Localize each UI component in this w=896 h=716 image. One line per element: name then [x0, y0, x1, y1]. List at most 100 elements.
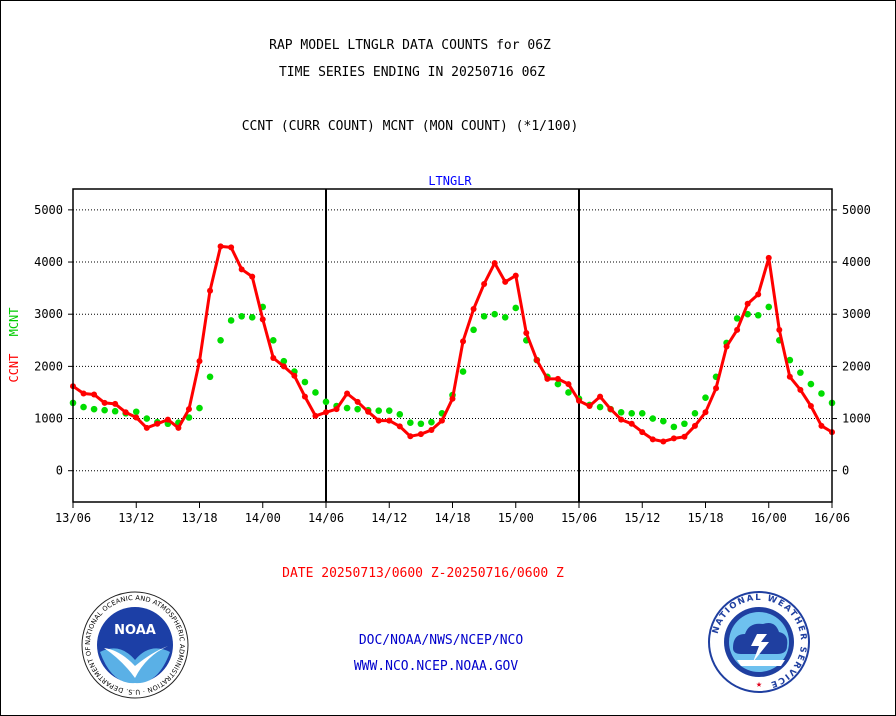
ccnt-point	[607, 406, 614, 413]
ccnt-point	[301, 393, 308, 400]
plot-border	[72, 188, 833, 503]
mcnt-point	[227, 317, 235, 324]
mcnt-point	[217, 336, 224, 344]
mcnt-point	[628, 410, 636, 417]
mcnt-point	[786, 356, 794, 364]
x-tick-label: 15/06	[561, 511, 597, 525]
ccnt-point	[786, 373, 793, 380]
ccnt-point	[797, 386, 804, 393]
ccnt-point	[365, 408, 372, 415]
ccnt-point	[80, 390, 87, 397]
ccnt-point	[765, 254, 772, 261]
series-layer	[69, 243, 836, 445]
x-tick-label: 15/00	[498, 511, 534, 525]
ccnt-point	[122, 409, 129, 416]
ccnt-point	[502, 278, 509, 285]
y-tick-label-right: 5000	[842, 203, 871, 217]
noaa-logo: NATIONAL OCEANIC AND ATMOSPHERIC ADMINIS…	[80, 590, 189, 699]
mcnt-point	[385, 407, 393, 415]
mcnt-point	[301, 378, 309, 386]
y-axis-label-group: CCNT MCNT	[7, 307, 21, 382]
y-tick-label-left: 1000	[34, 412, 63, 426]
ccnt-point	[417, 431, 424, 438]
ccnt-point	[649, 436, 656, 443]
mcnt-point	[269, 336, 277, 344]
mcnt-point	[196, 404, 203, 412]
ccnt-point	[481, 280, 488, 287]
mcnt-point	[312, 389, 319, 396]
mcnt-point	[512, 304, 520, 312]
ccnt-point	[628, 420, 635, 427]
mcnt-point	[238, 312, 245, 320]
mcnt-point	[101, 406, 108, 414]
x-tick-label: 16/00	[751, 511, 787, 525]
grid-layer	[73, 189, 832, 502]
x-tick-label: 14/06	[308, 511, 344, 525]
ccnt-point	[91, 391, 98, 398]
mcnt-point	[638, 410, 646, 417]
nws-logo: NATIONAL WEATHER SERVICE ★	[708, 591, 810, 693]
mcnt-point	[407, 419, 414, 427]
ccnt-point	[755, 291, 762, 298]
ccnt-point	[428, 427, 435, 434]
mcnt-point	[322, 398, 330, 406]
ccnt-point	[702, 409, 709, 416]
ccnt-point	[723, 343, 730, 350]
ccnt-point	[776, 326, 783, 333]
mcnt-point	[132, 408, 140, 416]
ccnt-point	[196, 358, 203, 365]
mcnt-point	[491, 310, 498, 318]
mcnt-point	[80, 403, 87, 411]
mcnt-point	[617, 408, 625, 416]
mcnt-point	[807, 380, 815, 388]
mcnt-point	[649, 415, 657, 422]
mcnt-point	[554, 380, 562, 388]
ccnt-point	[375, 417, 382, 424]
ccnt-point	[228, 244, 235, 251]
x-tick-label: 14/18	[434, 511, 470, 525]
ccnt-point	[280, 363, 287, 370]
mcnt-point	[670, 423, 678, 431]
y-tick-label-right: 1000	[842, 412, 871, 426]
ccnt-point	[291, 372, 298, 379]
mcnt-point	[90, 405, 98, 413]
x-tick-label: 14/00	[245, 511, 281, 525]
x-tick-label: 14/12	[371, 511, 407, 525]
mcnt-point	[744, 310, 751, 318]
ccnt-point	[438, 417, 445, 424]
mcnt-point	[111, 407, 119, 415]
ccnt-point	[333, 406, 340, 413]
mcnt-point	[143, 415, 151, 422]
ccnt-point	[101, 399, 108, 406]
y-tick-label-right: 2000	[842, 359, 871, 373]
y-axis-label-ccnt: CCNT	[7, 354, 21, 383]
noaa-wordmark: NOAA	[114, 623, 156, 638]
ccnt-point	[670, 435, 677, 442]
mcnt-point	[660, 417, 667, 425]
ccnt-point	[586, 403, 593, 410]
ccnt-point	[565, 381, 572, 388]
ccnt-point	[818, 422, 825, 429]
ccnt-point	[270, 355, 277, 362]
mcnt-point	[354, 405, 361, 413]
ccnt-point	[470, 305, 477, 312]
ccnt-point	[164, 416, 171, 423]
y-tick-label-left: 0	[56, 464, 63, 478]
y-tick-label-right: 4000	[842, 255, 871, 269]
mcnt-point	[596, 403, 604, 411]
x-tick-label: 16/06	[814, 511, 850, 525]
ccnt-point	[618, 416, 625, 423]
x-tick-label: 13/12	[118, 511, 154, 525]
ccnt-point	[576, 397, 582, 404]
ccnt-point	[734, 326, 741, 333]
mcnt-point	[280, 357, 288, 365]
ccnt-point	[460, 338, 467, 345]
mcnt-point	[501, 314, 509, 321]
website-link[interactable]: WWW.NCO.NCEP.NOAA.GOV	[353, 659, 519, 674]
ccnt-line	[72, 244, 833, 443]
y-axis-label-mcnt: MCNT	[7, 307, 21, 336]
mcnt-point	[702, 394, 709, 401]
mcnt-point	[754, 311, 762, 319]
y-tick-label-left: 4000	[34, 255, 63, 269]
ccnt-point	[681, 433, 688, 440]
